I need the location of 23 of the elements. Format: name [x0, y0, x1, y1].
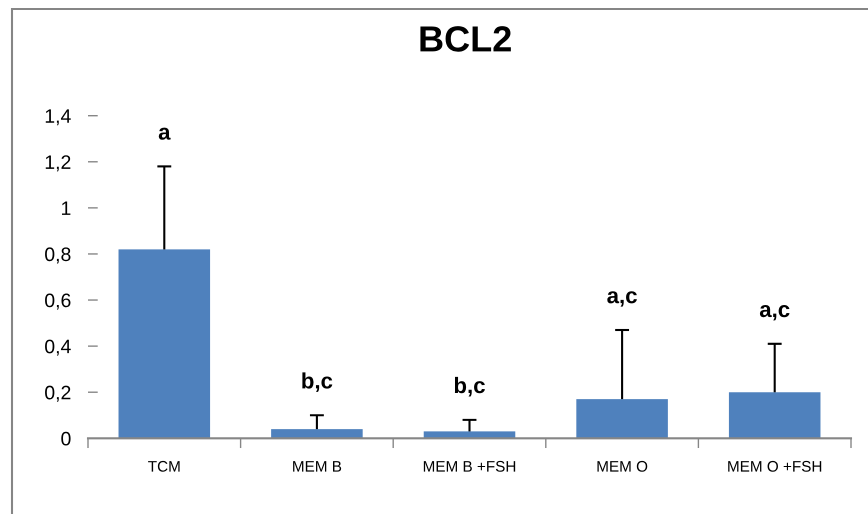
- x-tick-label: MEM O +FSH: [728, 460, 822, 472]
- annotation: a,c: [760, 305, 790, 320]
- y-tick-label: 0: [61, 432, 71, 446]
- y-tick-label: 1,4: [46, 109, 71, 126]
- annotation: b,c: [454, 376, 485, 396]
- bar: [271, 429, 363, 438]
- bar: [728, 392, 820, 438]
- annotation: b,c: [302, 372, 332, 392]
- chart-title: BCL2: [420, 26, 511, 52]
- bar: [118, 249, 210, 438]
- y-tick-label: 0,4: [45, 340, 71, 356]
- annotation: a,c: [607, 291, 637, 307]
- y-tick-label: 0,6: [45, 294, 70, 310]
- x-tick-label: MEM B: [293, 461, 342, 472]
- y-tick-label: 0,2: [45, 386, 70, 402]
- x-tick-label: MEM O: [597, 460, 648, 472]
- y-tick-label: 0,8: [45, 247, 70, 264]
- bar: [576, 399, 668, 438]
- y-tick-label: 1: [62, 202, 70, 215]
- y-tick-label: 1,2: [46, 155, 70, 172]
- x-tick-label: MEM B +FSH: [424, 460, 516, 472]
- x-tick-label: TCM: [148, 460, 180, 472]
- annotation: a: [158, 128, 171, 140]
